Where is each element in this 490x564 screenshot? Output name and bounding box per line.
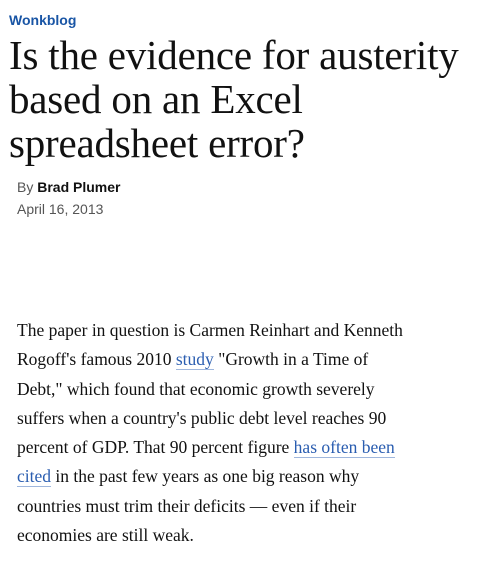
section-kicker-link[interactable]: Wonkblog — [9, 12, 77, 28]
paragraph-text-1: The paper in question is Carmen Reinhart… — [17, 320, 403, 370]
has-often-been-cited-link[interactable]: has often been cited — [17, 437, 395, 488]
paragraph-text-2: "Growth in a Time of Debt," which found … — [17, 349, 387, 458]
author-link[interactable]: Brad Plumer — [37, 179, 121, 195]
study-link[interactable]: study — [175, 349, 214, 371]
byline-prefix: By — [17, 179, 34, 195]
article-headline: Is the evidence for austerity based on a… — [9, 32, 459, 166]
article-paragraph: The paper in question is Carmen Reinhart… — [17, 316, 417, 550]
paragraph-text-3: in the past few years as one big reason … — [17, 466, 360, 546]
publish-date: April 16, 2013 — [17, 201, 104, 217]
byline: By Brad Plumer — [17, 178, 120, 196]
